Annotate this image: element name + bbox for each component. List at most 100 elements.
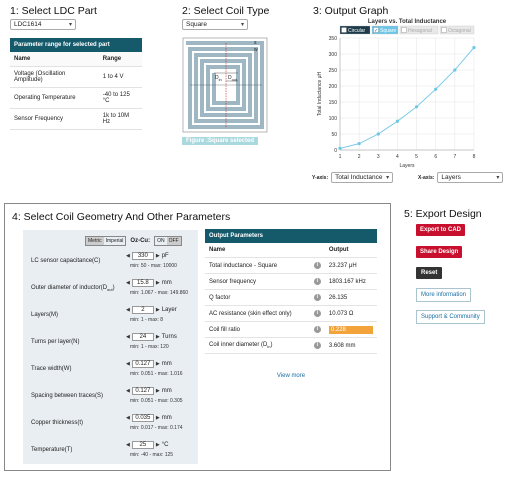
y-axis-select[interactable]: Total Inductance ▾ bbox=[331, 172, 394, 183]
legend-checkbox bbox=[341, 27, 347, 33]
oz-off-button[interactable]: OFF bbox=[166, 237, 181, 245]
reset-button[interactable]: Reset bbox=[416, 267, 443, 279]
col-name-header: Name bbox=[10, 52, 99, 67]
info-icon[interactable]: i bbox=[313, 342, 321, 350]
increment-icon[interactable]: ▶ bbox=[155, 442, 160, 448]
export-cad-button[interactable]: Export to CAD bbox=[416, 224, 465, 236]
param-spinner[interactable]: ◀ 24 ▶ Turns bbox=[126, 333, 177, 341]
table-row: Coil fill ratio i 0.228 bbox=[205, 321, 377, 338]
output-value: 26.135 bbox=[324, 289, 377, 306]
param-spinner[interactable]: ◀ 25 ▶ °C bbox=[126, 441, 168, 449]
dout-label: Dout bbox=[228, 75, 238, 82]
y-axis-label: Y-axis: bbox=[312, 174, 329, 181]
info-icon[interactable]: i bbox=[313, 310, 321, 317]
decrement-icon[interactable]: ◀ bbox=[126, 253, 130, 259]
param-value[interactable]: 2 bbox=[131, 306, 154, 314]
decrement-icon[interactable]: ◀ bbox=[126, 361, 130, 367]
decrement-icon[interactable]: ◀ bbox=[126, 415, 130, 421]
section2-title: 2: Select Coil Type bbox=[182, 5, 270, 17]
decrement-icon[interactable]: ◀ bbox=[126, 442, 130, 448]
param-range-title: Parameter range for selected part bbox=[10, 38, 142, 52]
param-row: Temperature(T) ◀ 25 ▶ °C min: -40 - max: 125 bbox=[31, 441, 195, 463]
row-name: Operating Temperature bbox=[10, 87, 99, 109]
data-point bbox=[338, 146, 342, 150]
y-tick-label: 200 bbox=[329, 84, 338, 90]
metric-button[interactable]: Metric bbox=[86, 237, 104, 245]
param-spinner[interactable]: ◀ 15.8 ▶ mm bbox=[126, 279, 172, 287]
chevron-down-icon: ▾ bbox=[240, 22, 244, 28]
param-minmax: min: -40 - max: 125 bbox=[130, 452, 174, 458]
oz-on-button[interactable]: ON bbox=[157, 238, 165, 244]
increment-icon[interactable]: ▶ bbox=[155, 334, 160, 340]
decrement-icon[interactable]: ◀ bbox=[126, 307, 130, 313]
info-icon[interactable]: i bbox=[313, 326, 321, 333]
x-tick-label: 3 bbox=[377, 154, 380, 160]
view-more-link[interactable]: View more bbox=[276, 373, 306, 380]
decrement-icon[interactable]: ◀ bbox=[126, 280, 130, 286]
param-label: Turns per layer(N) bbox=[31, 339, 80, 345]
table-row: Voltage (Oscillation Amplitude) 1 to 4 V bbox=[10, 66, 142, 88]
unit-controls: Metric Imperial Oz-Cu: ON OFF bbox=[85, 236, 182, 246]
chevron-down-icon: ▾ bbox=[68, 22, 72, 28]
increment-icon[interactable]: ▶ bbox=[155, 280, 160, 286]
param-label: Copper thickness(t) bbox=[31, 420, 84, 426]
info-icon[interactable]: i bbox=[313, 294, 321, 301]
y-tick-label: 300 bbox=[329, 52, 338, 58]
param-spinner[interactable]: ◀ 0.035 ▶ mm bbox=[126, 414, 172, 422]
increment-icon[interactable]: ▶ bbox=[155, 361, 160, 367]
param-minmax: min: 1 - max: 120 bbox=[130, 344, 169, 350]
legend-checkbox bbox=[401, 27, 407, 33]
more-info-button[interactable]: More information bbox=[416, 288, 472, 302]
increment-icon[interactable]: ▶ bbox=[155, 253, 160, 259]
din-label: Din bbox=[215, 75, 222, 82]
output-name: Sensor frequency bbox=[205, 273, 310, 290]
section4-title: 4: Select Coil Geometry And Other Parame… bbox=[12, 211, 231, 223]
param-unit: mm bbox=[161, 388, 172, 394]
col-range-header: Range bbox=[98, 52, 142, 67]
x-axis-select[interactable]: Layers ▾ bbox=[437, 172, 504, 183]
y-tick-label: 100 bbox=[329, 116, 338, 122]
geometry-panel: 4: Select Coil Geometry And Other Parame… bbox=[4, 203, 391, 471]
legend-label: Square bbox=[380, 28, 396, 34]
param-minmax: min: 0.017 - max: 0.174 bbox=[130, 425, 183, 431]
output-title: Output Parameters bbox=[205, 229, 377, 243]
info-icon[interactable]: i bbox=[313, 262, 321, 269]
param-spinner[interactable]: ◀ 0.127 ▶ mm bbox=[126, 360, 172, 368]
param-value[interactable]: 0.127 bbox=[131, 387, 154, 395]
param-row: Outer diameter of inductor(Dout) ◀ 15.8 ▶ mm… bbox=[31, 279, 195, 301]
param-label: Trace width(W) bbox=[31, 366, 72, 372]
data-point bbox=[434, 87, 438, 91]
param-spinner[interactable]: ◀ 330 ▶ pF bbox=[126, 252, 169, 260]
increment-icon[interactable]: ▶ bbox=[155, 307, 160, 313]
param-value[interactable]: 0.035 bbox=[131, 414, 154, 422]
param-value[interactable]: 330 bbox=[131, 252, 154, 260]
info-icon[interactable]: i bbox=[313, 278, 321, 285]
param-value[interactable]: 0.127 bbox=[131, 360, 154, 368]
param-unit: Layer bbox=[161, 307, 177, 313]
decrement-icon[interactable]: ◀ bbox=[126, 334, 130, 340]
legend-item bbox=[339, 25, 371, 35]
legend-label: Octagonal bbox=[448, 28, 471, 34]
increment-icon[interactable]: ▶ bbox=[155, 415, 160, 421]
imperial-button[interactable]: Imperial bbox=[105, 238, 124, 244]
fill-ratio-bar: 0.228 bbox=[328, 325, 373, 334]
support-community-button[interactable]: Support & Community bbox=[416, 310, 485, 324]
param-value[interactable]: 24 bbox=[131, 333, 154, 341]
share-design-button[interactable]: Share Design bbox=[416, 246, 463, 258]
increment-icon[interactable]: ▶ bbox=[155, 388, 160, 394]
chevron-down-icon: ▾ bbox=[386, 175, 390, 181]
param-unit: mm bbox=[161, 415, 172, 421]
param-minmax: min: 50 - max: 10000 bbox=[130, 263, 177, 269]
param-value[interactable]: 25 bbox=[131, 441, 154, 449]
param-spinner[interactable]: ◀ 2 ▶ Layer bbox=[126, 306, 177, 314]
param-range-table: Parameter range for selected part Name R… bbox=[10, 38, 142, 130]
ldc-part-select[interactable]: LDC1614 ▾ bbox=[10, 19, 76, 30]
decrement-icon[interactable]: ◀ bbox=[126, 388, 130, 394]
param-minmax: min: 0.051 - max: 0.305 bbox=[130, 398, 183, 404]
coil-type-select[interactable]: Square ▾ bbox=[182, 19, 248, 30]
param-spinner[interactable]: ◀ 0.127 ▶ mm bbox=[126, 387, 172, 395]
param-label: Temperature(T) bbox=[31, 447, 73, 453]
x-axis-title: Layers bbox=[399, 163, 415, 169]
param-value[interactable]: 15.8 bbox=[131, 279, 154, 287]
